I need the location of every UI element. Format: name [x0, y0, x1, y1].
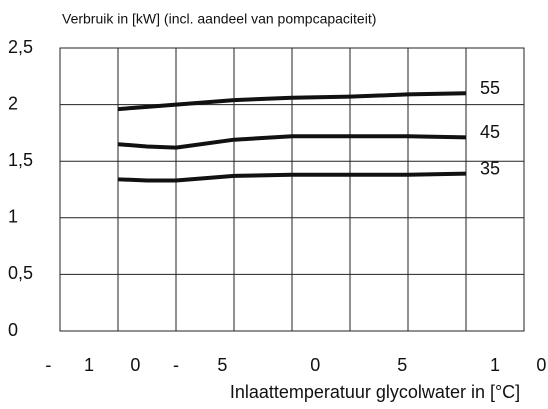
x-tick-label: - [45, 355, 51, 375]
y-tick-label: 2 [8, 93, 18, 113]
x-tick-label: 0 [130, 355, 140, 375]
series-label: 35 [480, 158, 500, 178]
x-tick-label: 1 [84, 355, 94, 375]
x-tick-label: 5 [397, 355, 407, 375]
y-tick-label: 1 [8, 207, 18, 227]
chart-title: Verbruik in [kW] (incl. aandeel van pomp… [62, 11, 376, 27]
series-label: 45 [480, 122, 500, 142]
series-label: 55 [480, 78, 500, 98]
x-tick-label: 0 [536, 355, 546, 375]
x-tick-label: - [173, 355, 179, 375]
y-tick-label: 0,5 [8, 263, 33, 283]
x-tick-label: 5 [217, 355, 227, 375]
x-axis-label: Inlaattemperatuur glycolwater in [°C] [230, 382, 520, 402]
x-tick-label: 1 [490, 355, 500, 375]
y-tick-label: 0 [8, 320, 18, 340]
series-line [117, 91, 467, 112]
series-line [117, 171, 467, 183]
y-tick-label: 1,5 [8, 150, 33, 170]
series-line [117, 134, 467, 150]
y-tick-label: 2,5 [8, 37, 33, 57]
plot-frame [59, 47, 525, 332]
x-tick-label: 0 [310, 355, 320, 375]
